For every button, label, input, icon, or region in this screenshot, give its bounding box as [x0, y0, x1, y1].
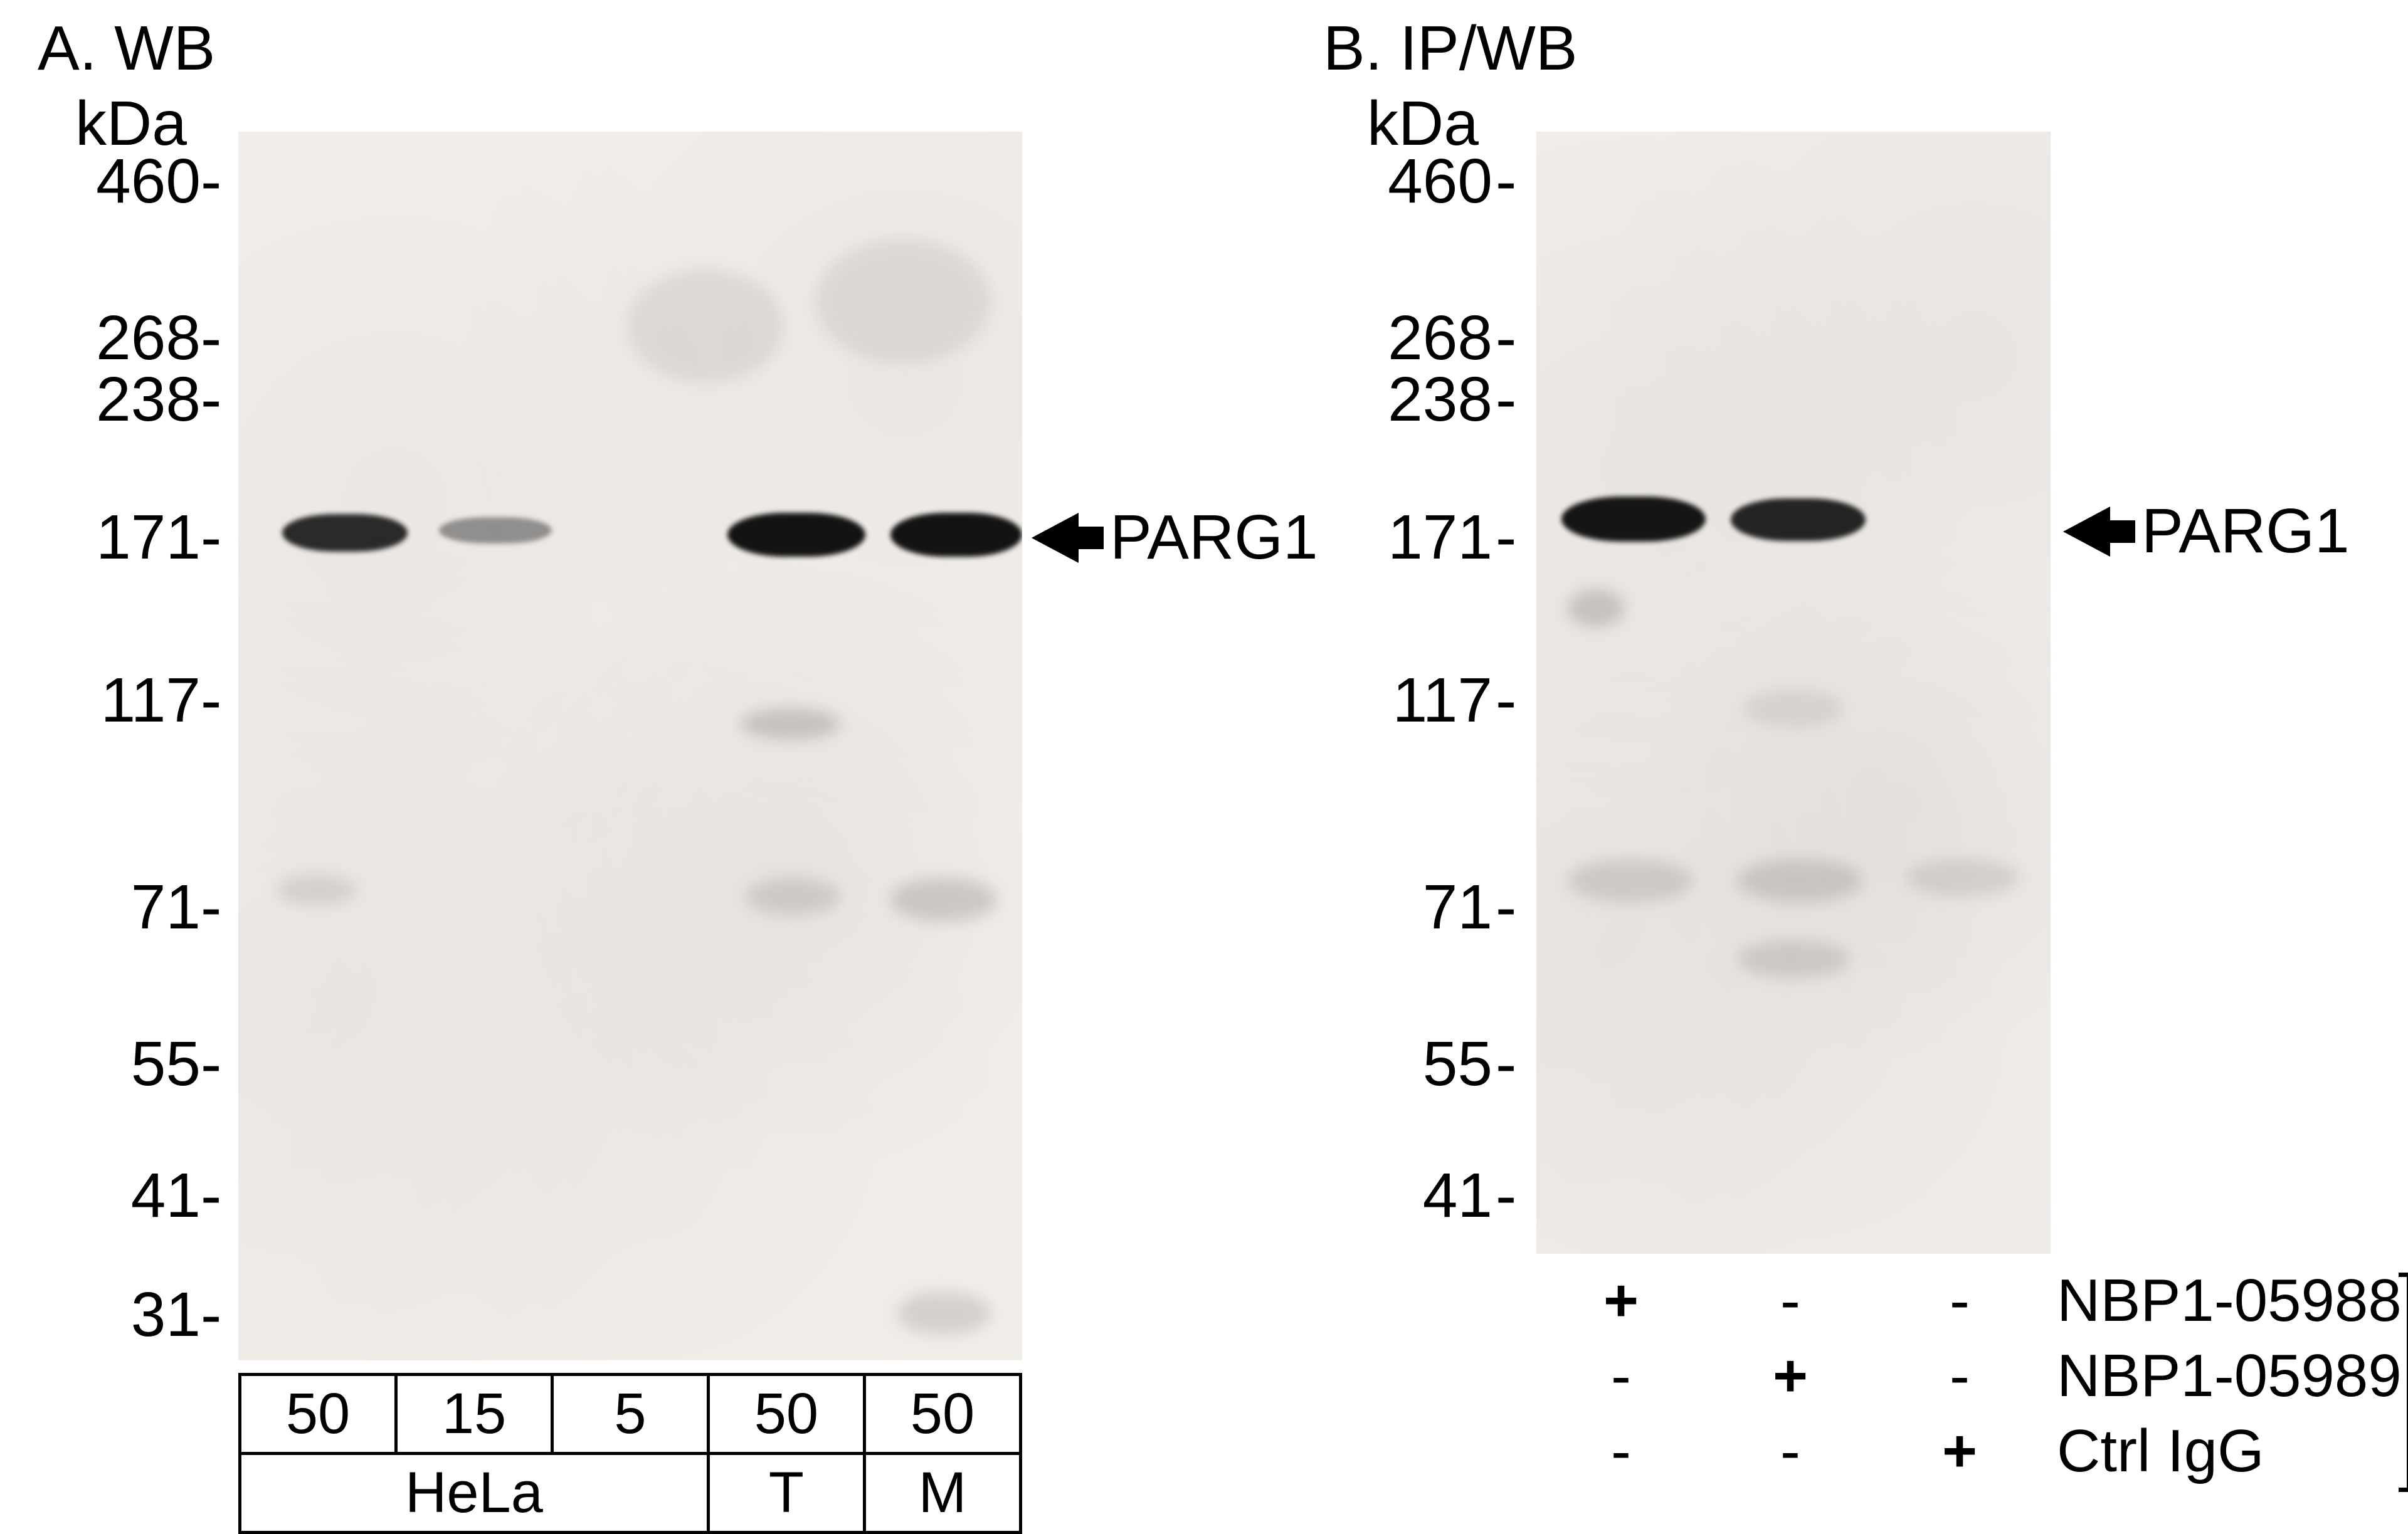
mw-tick: - [201, 502, 221, 574]
ip-symbol: - [1549, 1417, 1693, 1486]
mw-label: 117 [69, 665, 201, 737]
mw-tick: - [1496, 364, 1516, 436]
ip-symbol: - [1888, 1342, 2032, 1411]
mw-tick: - [201, 145, 221, 218]
blot-smudge [1568, 859, 1693, 903]
ip-symbol: - [1549, 1342, 1693, 1411]
blot-band [890, 513, 1022, 557]
ip-symbol: + [1718, 1342, 1862, 1411]
lane-load-cell: 50 [864, 1375, 1020, 1454]
blot-band [282, 514, 408, 552]
blot-smudge [746, 878, 840, 915]
ip-antibody-label: NBP1-05988 [2057, 1266, 2402, 1335]
blot-smudge [1737, 940, 1850, 978]
mw-tick: - [1496, 871, 1516, 943]
mw-label: 55 [69, 1028, 201, 1100]
blot-panel-b [1536, 132, 2051, 1254]
lane-load-cell: 50 [708, 1375, 864, 1454]
blot-band [1731, 498, 1866, 541]
mw-label: 41 [1354, 1160, 1492, 1232]
parg1-label-a: PARG1 [1110, 502, 1318, 574]
ip-antibody-label: Ctrl IgG [2057, 1417, 2264, 1486]
mw-label: 171 [69, 502, 201, 574]
ip-symbol: - [1718, 1417, 1862, 1486]
ip-symbol: + [1888, 1417, 2032, 1486]
blot-panel-a [238, 132, 1022, 1360]
panel-b-label: B. IP/WB [1323, 13, 1578, 85]
blot-smudge [890, 878, 997, 922]
mw-tick: - [201, 1160, 221, 1232]
mw-label: 460 [1354, 145, 1492, 218]
mw-tick: - [201, 1028, 221, 1100]
ip-antibody-label: NBP1-05989 [2057, 1342, 2402, 1411]
lane-load-cell: 50 [240, 1375, 396, 1454]
parg1-arrow-b: PARG1 [2063, 495, 2350, 567]
blot-band [727, 513, 865, 557]
arrow-head-icon [1032, 513, 1079, 563]
mw-tick: - [201, 665, 221, 737]
arrow-shaft [1079, 527, 1104, 549]
blot-smudge [1737, 859, 1862, 903]
mw-tick: - [1496, 665, 1516, 737]
arrow-shaft [2110, 520, 2135, 543]
blot-band [439, 517, 552, 544]
mw-tick: - [1496, 1028, 1516, 1100]
blot-smudge [1568, 589, 1624, 627]
parg1-label-b: PARG1 [2141, 495, 2350, 567]
mw-tick: - [1496, 145, 1516, 218]
mw-tick: - [201, 364, 221, 436]
lane-load-cell: 15 [396, 1375, 552, 1454]
arrow-head-icon [2063, 507, 2110, 557]
mw-label: 31 [69, 1279, 201, 1351]
mw-label: 71 [1354, 871, 1492, 943]
mw-tick: - [201, 1279, 221, 1351]
mw-tick: - [201, 871, 221, 943]
lane-sample-cell: M [864, 1454, 1020, 1533]
blot-smudge [740, 708, 840, 740]
ip-symbol: - [1888, 1266, 2032, 1335]
blot-smudge [897, 1291, 991, 1335]
ip-symbol: + [1549, 1266, 1693, 1335]
ip-symbol: - [1718, 1266, 1862, 1335]
lane-sample-cell: T [708, 1454, 864, 1533]
blot-smudge [1906, 859, 2019, 896]
mw-label: 71 [69, 871, 201, 943]
panel-a-label: A. WB [38, 13, 215, 85]
lane-table-a: 501555050HeLaTM [238, 1373, 1022, 1534]
blot-band [1561, 496, 1706, 542]
mw-label: 117 [1354, 665, 1492, 737]
mw-label: 238 [69, 364, 201, 436]
blot-smudge [815, 238, 991, 364]
mw-tick: - [1496, 502, 1516, 574]
ip-bracket [2399, 1273, 2408, 1492]
mw-label: 238 [1354, 364, 1492, 436]
lane-sample-cell: HeLa [240, 1454, 709, 1533]
lane-load-cell: 5 [552, 1375, 709, 1454]
mw-label: 55 [1354, 1028, 1492, 1100]
blot-smudge [276, 875, 357, 906]
mw-tick: - [1496, 1160, 1516, 1232]
mw-label: 460 [69, 145, 201, 218]
mw-label: 171 [1354, 502, 1492, 574]
mw-label: 41 [69, 1160, 201, 1232]
blot-smudge [1743, 690, 1844, 727]
blot-smudge [627, 270, 784, 382]
parg1-arrow-a: PARG1 [1032, 502, 1318, 574]
